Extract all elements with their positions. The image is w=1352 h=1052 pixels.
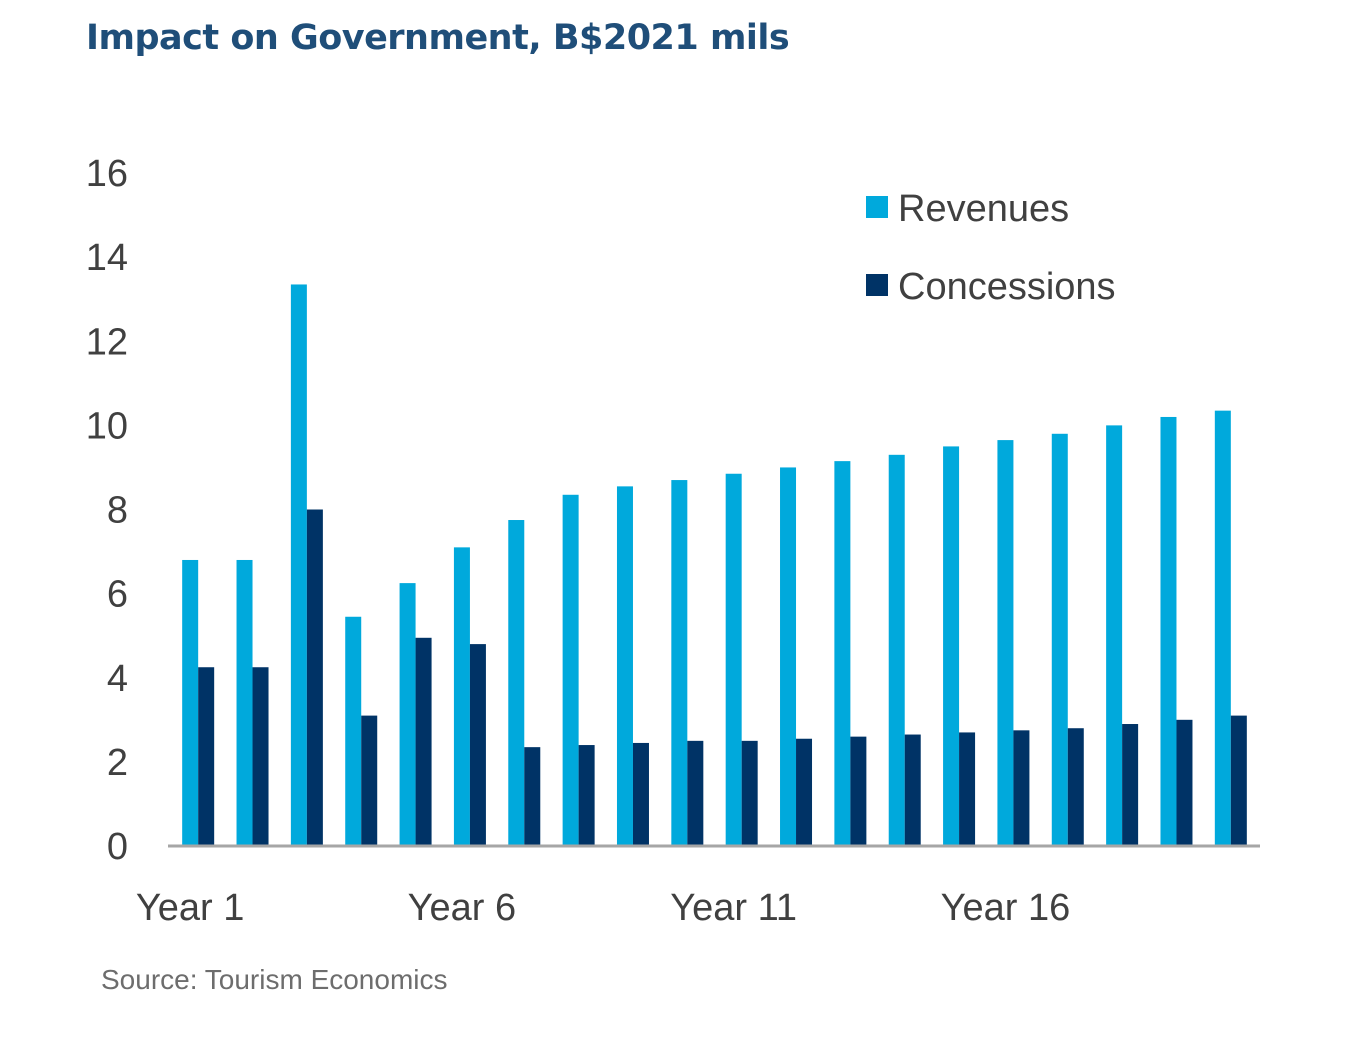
bar-revenues-3 — [290, 284, 307, 846]
legend-swatch-revenues — [866, 196, 888, 218]
bar-revenues-4 — [345, 616, 362, 846]
y-tick-label: 10 — [86, 405, 128, 447]
source-note: Source: Tourism Economics — [101, 964, 448, 995]
bar-revenues-5 — [399, 583, 416, 846]
bar-concessions-17 — [1067, 728, 1084, 846]
bar-concessions-4 — [361, 715, 378, 846]
y-tick-label: 6 — [107, 574, 128, 616]
bar-revenues-7 — [508, 520, 525, 846]
bar-concessions-15 — [959, 732, 976, 846]
y-tick-label: 0 — [107, 826, 128, 868]
bar-concessions-1 — [198, 667, 215, 846]
bar-concessions-2 — [252, 667, 269, 846]
y-tick-label: 2 — [107, 742, 128, 784]
bar-revenues-19 — [1160, 416, 1177, 846]
bar-revenues-15 — [943, 446, 960, 846]
bar-concessions-10 — [687, 740, 704, 846]
legend-swatch-concessions — [866, 274, 888, 296]
bars — [182, 284, 1247, 846]
x-tick-label: Year 6 — [408, 887, 516, 929]
y-tick-label: 16 — [86, 153, 128, 195]
bar-revenues-17 — [1051, 433, 1068, 846]
y-tick-label: 4 — [107, 658, 128, 700]
bar-concessions-13 — [850, 736, 867, 846]
y-axis-ticks: 0 2 4 6 8 10 12 14 16 — [86, 153, 128, 868]
bar-concessions-11 — [741, 740, 758, 846]
bar-concessions-12 — [796, 738, 813, 846]
bar-concessions-16 — [1013, 730, 1030, 846]
bar-revenues-16 — [997, 440, 1014, 846]
bar-revenues-11 — [725, 473, 742, 846]
bar-revenues-1 — [182, 559, 199, 846]
x-tick-label: Year 1 — [136, 887, 244, 929]
x-axis-ticks: Year 1 Year 6 Year 11 Year 16 — [136, 887, 1070, 929]
y-tick-label: 14 — [86, 237, 128, 279]
bar-concessions-5 — [415, 637, 432, 846]
bar-revenues-13 — [834, 461, 851, 846]
bar-concessions-20 — [1230, 715, 1247, 846]
bar-revenues-12 — [780, 467, 797, 846]
bar-revenues-20 — [1214, 410, 1231, 846]
chart-title: Impact on Government, B$2021 mils — [86, 18, 790, 58]
bar-revenues-10 — [671, 480, 688, 846]
bar-concessions-9 — [632, 742, 649, 846]
y-tick-label: 8 — [107, 490, 128, 532]
legend-label-revenues: Revenues — [898, 188, 1069, 230]
bar-concessions-3 — [306, 509, 323, 846]
bar-revenues-14 — [888, 454, 905, 846]
bar-concessions-6 — [469, 644, 486, 846]
legend: Revenues Concessions — [866, 188, 1116, 308]
x-tick-label: Year 11 — [670, 887, 797, 929]
bar-concessions-19 — [1176, 719, 1193, 846]
y-tick-label: 12 — [86, 321, 128, 363]
bar-concessions-18 — [1122, 724, 1139, 846]
legend-label-concessions: Concessions — [898, 266, 1116, 308]
x-tick-label: Year 16 — [941, 887, 1071, 929]
bar-revenues-18 — [1106, 425, 1123, 846]
bar-revenues-2 — [236, 559, 253, 846]
bar-revenues-8 — [562, 494, 579, 846]
bar-concessions-7 — [524, 747, 541, 846]
bar-revenues-6 — [453, 547, 470, 846]
bar-concessions-14 — [904, 734, 921, 846]
bar-revenues-9 — [616, 486, 633, 846]
bar-concessions-8 — [578, 745, 595, 846]
